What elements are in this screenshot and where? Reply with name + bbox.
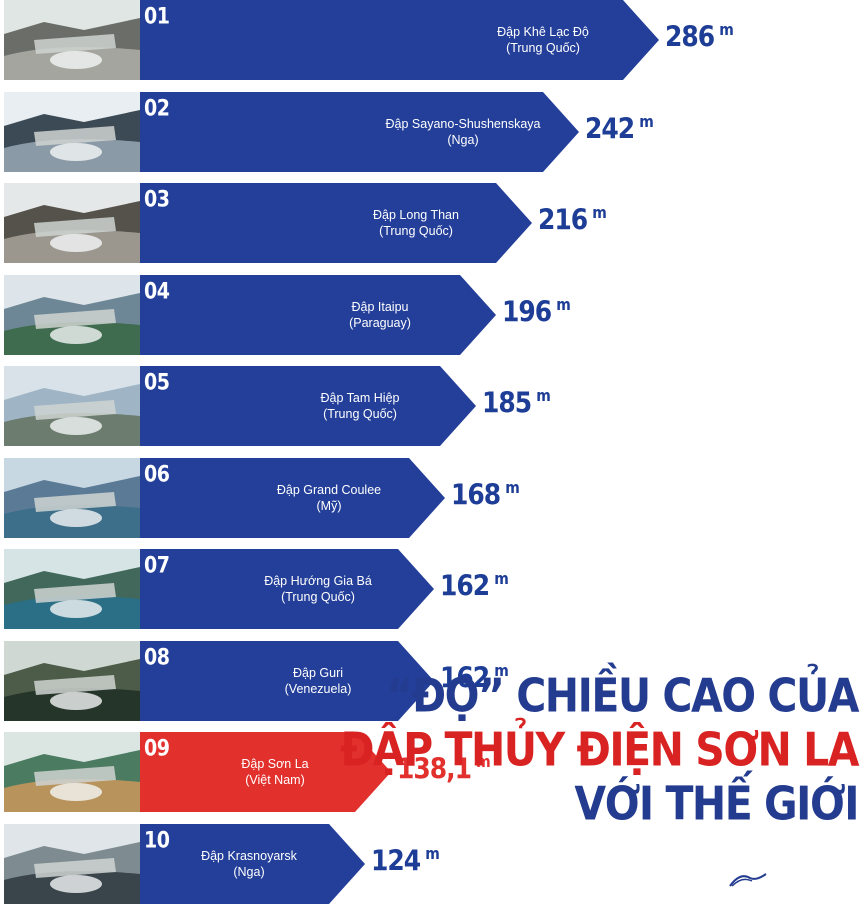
dam-country: (Trung Quốc) <box>323 407 397 421</box>
rank-label: 02 <box>144 96 170 122</box>
dam-name-label: Đập Khê Lạc Độ (Trung Quốc) <box>453 24 633 56</box>
dam-country: (Việt Nam) <box>245 773 305 787</box>
dam-photo-icon <box>4 824 140 904</box>
dam-name: Đập Guri <box>292 666 344 680</box>
dam-photo-icon <box>4 366 140 446</box>
bar <box>140 641 434 721</box>
rank-label: 09 <box>144 736 170 762</box>
dam-name: Đập Khê Lạc Độ <box>497 25 589 39</box>
bar <box>140 549 434 629</box>
bar <box>140 92 579 172</box>
dam-photo-icon <box>4 641 140 721</box>
value-label: 138,1 m <box>397 752 491 786</box>
bar <box>140 0 659 80</box>
rank-label: 03 <box>144 187 170 213</box>
value-label: 196 m <box>502 295 571 329</box>
dam-name-label: Đập Long Than (Trung Quốc) <box>326 207 506 239</box>
dam-name: Đập Sayano-Shushenskaya <box>385 117 541 131</box>
dam-photo-icon <box>4 275 140 355</box>
dam-name-label: Đập Itaipu (Paraguay) <box>290 299 470 331</box>
value-label: 124 m <box>371 844 440 878</box>
value-label: 168 m <box>451 478 520 512</box>
bar <box>140 366 476 446</box>
rank-label: 08 <box>144 645 170 671</box>
publisher-logo-icon <box>728 868 768 892</box>
dam-name-label: Đập Krasnoyarsk (Nga) <box>159 848 339 880</box>
dam-country: (Trung Quốc) <box>281 590 355 604</box>
value-label: 242 m <box>585 112 654 146</box>
value-label: 162 m <box>440 569 509 603</box>
dam-name-label: Đập Guri (Venezuela) <box>228 665 408 697</box>
headline-line-2: ĐẬP THỦY ĐIỆN SƠN LA <box>340 722 859 777</box>
rank-label: 05 <box>144 370 170 396</box>
dam-name-label: Đập Sơn La (Việt Nam) <box>185 756 365 788</box>
dam-name-label: Đập Tam Hiệp (Trung Quốc) <box>270 390 450 422</box>
dam-country: (Venezuela) <box>284 682 352 696</box>
rank-label: 06 <box>144 462 170 488</box>
dam-country: (Paraguay) <box>349 316 411 330</box>
headline-line-1: “ĐỌ” CHIỀU CAO CỦA <box>386 668 859 723</box>
dam-country: (Mỹ) <box>316 499 342 513</box>
dam-photo-icon <box>4 549 140 629</box>
headline: “ĐỌ” CHIỀU CAO CỦA ĐẬP THỦY ĐIỆN SƠN LA … <box>340 669 859 834</box>
dam-name: Đập Itaipu <box>351 300 409 314</box>
value-label: 286 m <box>665 20 734 54</box>
dam-country: (Nga) <box>233 865 265 879</box>
value-label: 185 m <box>482 386 551 420</box>
rank-label: 10 <box>144 828 170 854</box>
dam-photo-icon <box>4 92 140 172</box>
dam-name-label: Đập Sayano-Shushenskaya (Nga) <box>373 116 553 148</box>
rank-label: 07 <box>144 553 170 579</box>
rank-label: 01 <box>144 4 170 30</box>
dam-name: Đập Long Than <box>373 208 459 222</box>
value-label: 162 m <box>440 661 509 695</box>
rank-label: 04 <box>144 279 170 305</box>
dam-photo-icon <box>4 732 140 812</box>
dam-country: (Trung Quốc) <box>506 41 580 55</box>
dam-name: Đập Krasnoyarsk <box>201 849 297 863</box>
dam-country: (Trung Quốc) <box>379 224 453 238</box>
dam-name: Đập Grand Coulee <box>276 483 382 497</box>
dam-photo-icon <box>4 458 140 538</box>
dam-name: Đập Hướng Gia Bá <box>264 574 372 588</box>
headline-line-3: VỚI THẾ GIỚI <box>574 776 859 831</box>
value-label: 216 m <box>538 203 607 237</box>
dam-name: Đập Tam Hiệp <box>320 391 400 405</box>
dam-name: Đập Sơn La <box>241 757 309 771</box>
dam-photo-icon <box>4 183 140 263</box>
dam-name-label: Đập Hướng Gia Bá (Trung Quốc) <box>228 573 408 605</box>
bar <box>140 275 496 355</box>
bar <box>140 183 532 263</box>
dam-country: (Nga) <box>447 133 479 147</box>
bar <box>140 732 391 812</box>
dam-name-label: Đập Grand Coulee (Mỹ) <box>239 482 419 514</box>
dam-photo-icon <box>4 0 140 80</box>
bar <box>140 458 445 538</box>
